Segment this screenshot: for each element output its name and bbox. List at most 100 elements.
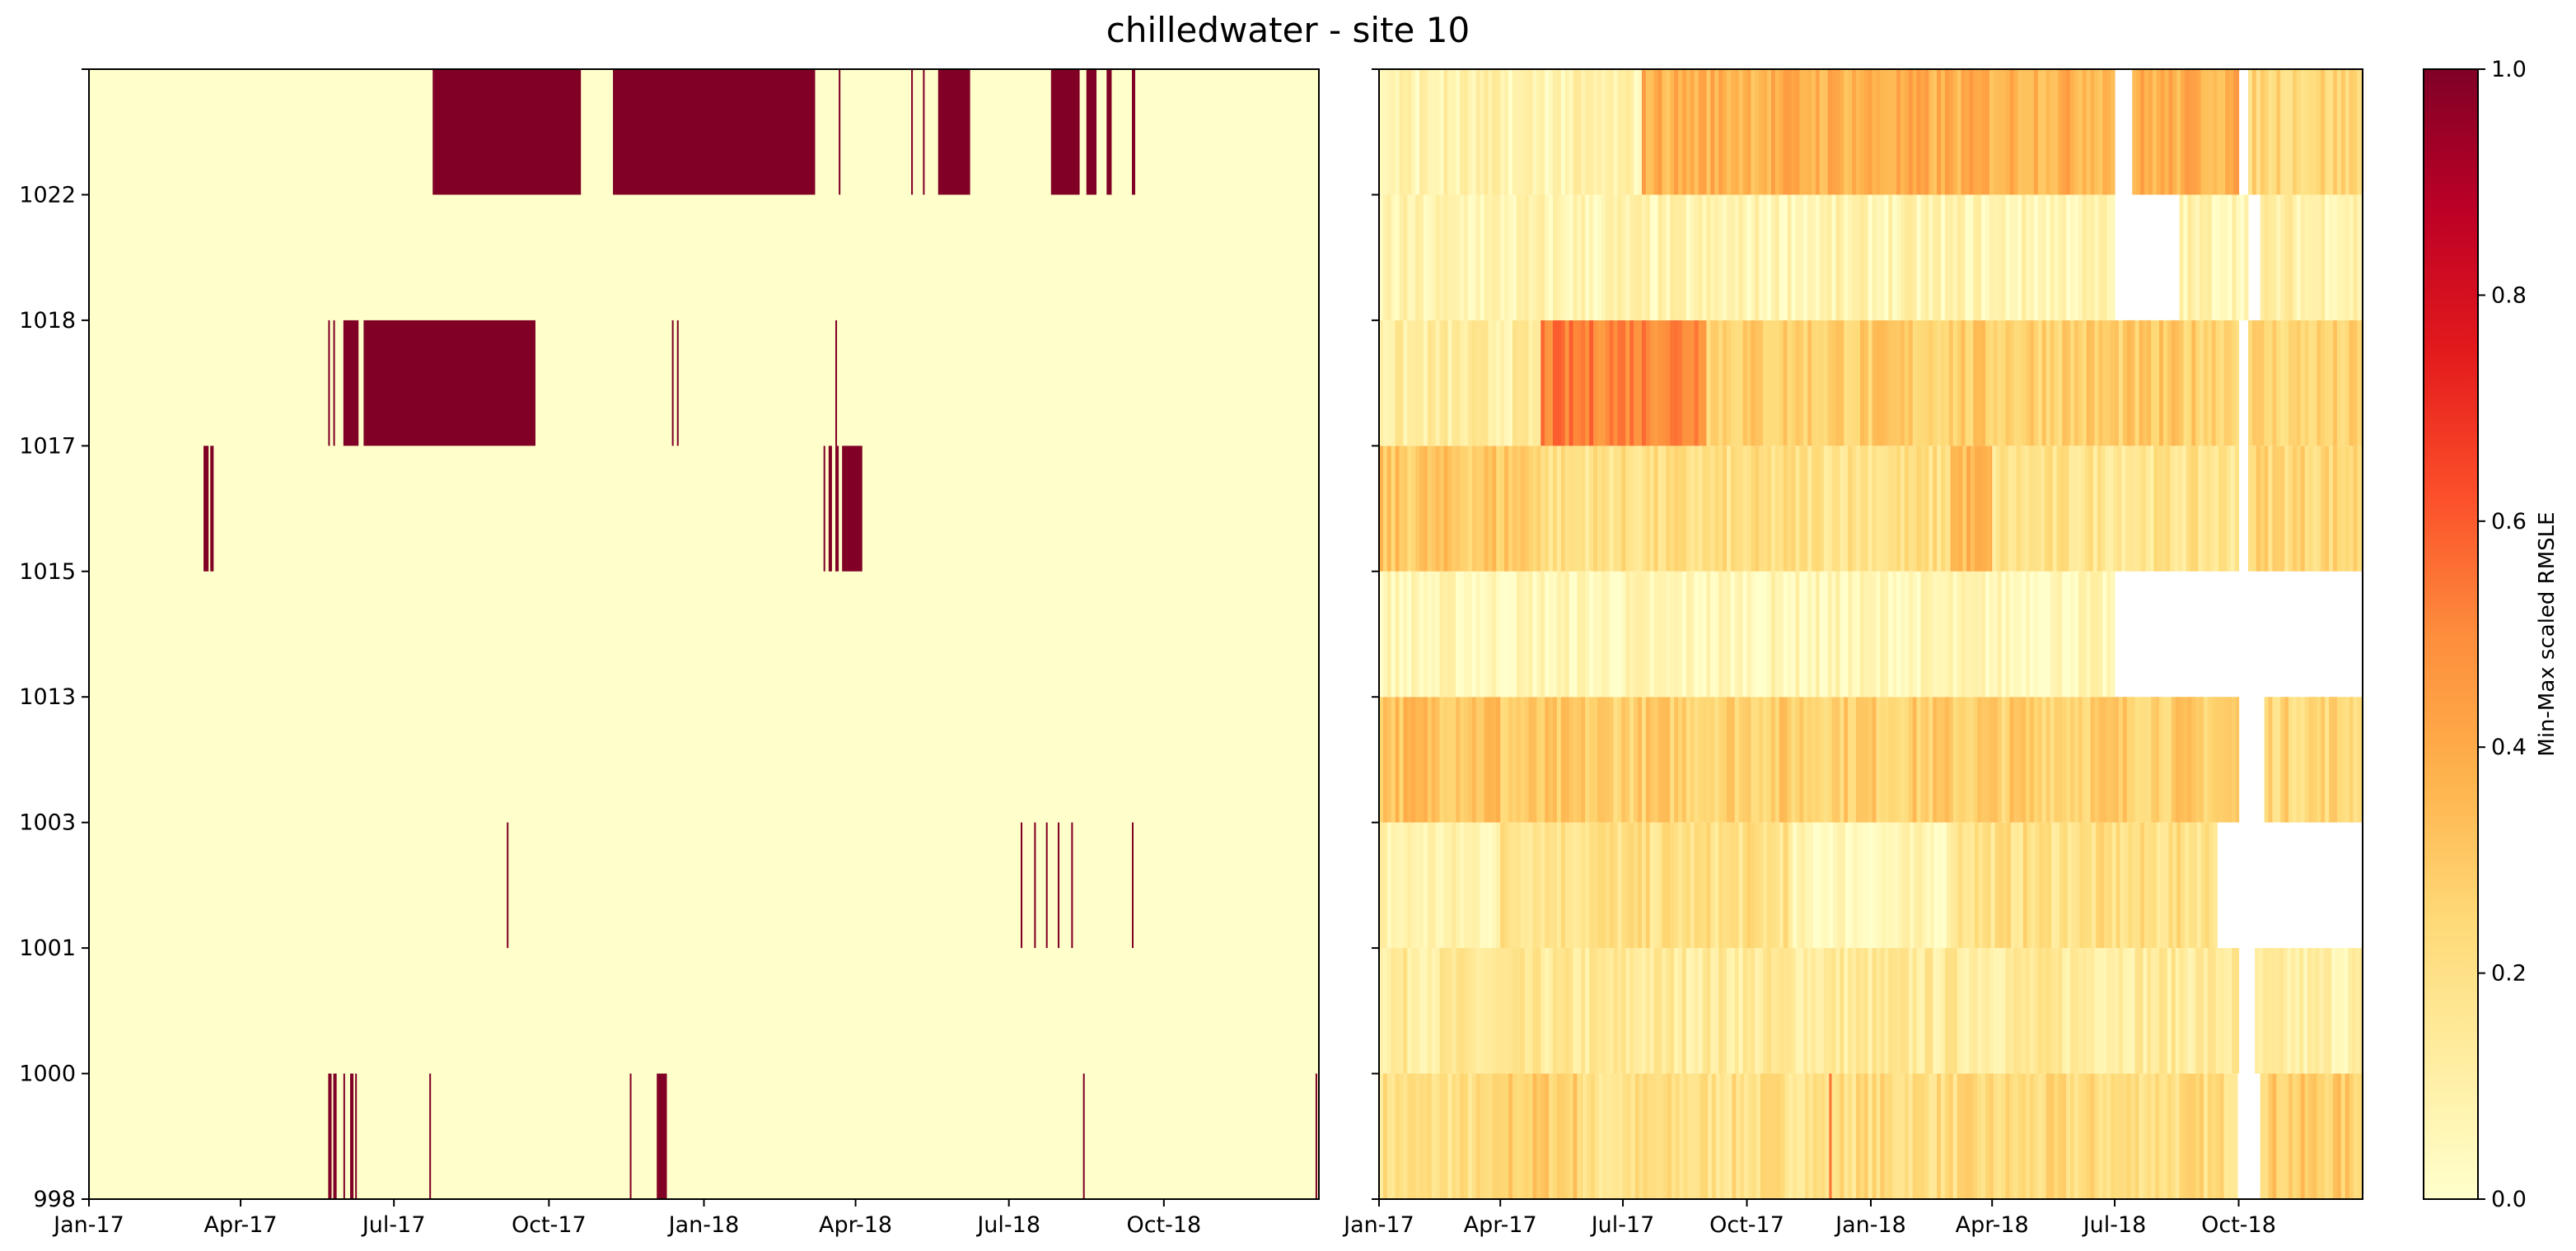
heatmap-cell: [1626, 1073, 1632, 1199]
heatmap-cell: [2333, 320, 2338, 446]
heatmap-cell: [2321, 1073, 2326, 1199]
heatmap-cell: [2134, 697, 2140, 823]
heatmap-cell: [1528, 571, 1534, 698]
heatmap-cell: [1560, 822, 1566, 949]
heatmap-cell: [1512, 446, 1517, 572]
error-heatmap-x-axis: Jan-17 Apr-17 Jul-17 Oct-17 Jan-18 Apr-18 Jul-…: [1342, 1199, 2276, 1238]
heatmap-cell: [2353, 69, 2359, 195]
heatmap-cell: [1379, 1073, 1384, 1199]
heatmap-cell: [1407, 571, 1412, 698]
x-tick-label: Jan-18: [667, 1212, 740, 1238]
heatmap-cell: [2312, 320, 2317, 446]
heatmap-cell: [1456, 697, 1461, 823]
heatmap-cell: [2012, 446, 2017, 572]
heatmap-cell: [1645, 320, 1651, 446]
heatmap-cell-flagged: [363, 320, 535, 446]
heatmap-cell: [1471, 571, 1477, 698]
heatmap-cell: [2022, 320, 2027, 446]
heatmap-cell: [2349, 1073, 2354, 1199]
heatmap-cell: [1978, 822, 1984, 949]
heatmap-cell: [1634, 948, 1639, 1074]
heatmap-cell: [1480, 1073, 1485, 1199]
heatmap-cell: [1666, 697, 1671, 823]
heatmap-cell: [1556, 948, 1562, 1074]
heatmap-cell: [1471, 446, 1477, 572]
heatmap-cell: [1395, 194, 1400, 320]
heatmap-cell: [1848, 446, 1853, 572]
heatmap-cell: [1662, 571, 1667, 698]
heatmap-cell: [2030, 948, 2035, 1074]
heatmap-cell: [2041, 697, 2047, 823]
heatmap-cell: [1399, 446, 1405, 572]
heatmap-cell: [1726, 571, 1732, 698]
heatmap-cell: [1601, 948, 1606, 1074]
heatmap-cell: [1981, 697, 1986, 823]
heatmap-cell: [2185, 69, 2190, 195]
heatmap-cell: [1590, 1073, 1596, 1199]
heatmap-cell: [1908, 446, 1914, 572]
heatmap-cell: [1770, 697, 1776, 823]
heatmap-cell: [1500, 822, 1505, 949]
heatmap-cell: [1730, 948, 1736, 1074]
heatmap-cell: [2288, 320, 2293, 446]
heatmap-cell: [1435, 446, 1441, 572]
heatmap-cell: [2272, 446, 2277, 572]
heatmap-cell: [1856, 194, 1861, 320]
heatmap-cell: [1657, 69, 1663, 195]
heatmap-cell: [1589, 446, 1594, 572]
heatmap-cell: [2094, 571, 2100, 698]
heatmap-cell: [2022, 1073, 2027, 1199]
heatmap-cell: [1653, 446, 1659, 572]
heatmap-cell: [2202, 446, 2207, 572]
heatmap-cell: [2094, 69, 2100, 195]
heatmap-cell: [1560, 697, 1566, 823]
heatmap-cell: [2115, 1073, 2120, 1199]
heatmap-cell: [2147, 1073, 2152, 1199]
heatmap-cell: [2274, 948, 2280, 1074]
heatmap-cell: [1678, 320, 1683, 446]
heatmap-cell: [1800, 1073, 1806, 1199]
heatmap-cell: [2280, 1073, 2285, 1199]
heatmap-cell: [1443, 320, 1449, 446]
heatmap-cell: [1941, 948, 1946, 1074]
heatmap-cell: [1589, 822, 1594, 949]
heatmap-cell: [2174, 446, 2179, 572]
heatmap-cell: [2041, 69, 2047, 195]
heatmap-cell: [1500, 69, 1505, 195]
heatmap-cell: [1657, 446, 1663, 572]
heatmap-cell: [2268, 320, 2274, 446]
heatmap-cell: [2092, 822, 2097, 949]
heatmap-cell: [2036, 446, 2041, 572]
heatmap-cell: [1880, 697, 1885, 823]
heatmap-cell: [1690, 571, 1695, 698]
heatmap-cell: [1419, 1073, 1424, 1199]
heatmap-cell: [2300, 320, 2306, 446]
heatmap-cell: [2082, 320, 2087, 446]
heatmap-cell: [1593, 320, 1598, 446]
heatmap-cell-flagged: [1131, 822, 1134, 949]
heatmap-cell: [1379, 571, 1384, 698]
heatmap-cell: [2196, 822, 2202, 949]
heatmap-cell: [2054, 948, 2059, 1074]
heatmap-cell: [1723, 1073, 1729, 1199]
heatmap-cell: [2307, 948, 2312, 1074]
heatmap-cell: [1783, 822, 1788, 949]
heatmap-cell: [1958, 822, 1963, 949]
heatmap-cell: [1900, 571, 1905, 698]
heatmap-cell: [1723, 948, 1727, 1074]
heatmap-cell: [1399, 822, 1405, 949]
heatmap-cell: [1821, 1073, 1826, 1199]
heatmap-cell: [2030, 320, 2035, 446]
heatmap-cell: [1767, 69, 1772, 195]
heatmap-cell: [2272, 697, 2277, 823]
heatmap-cell: [1545, 571, 1550, 698]
heatmap-cell: [1944, 194, 1950, 320]
heatmap-cell: [1779, 697, 1784, 823]
heatmap-cell: [1892, 194, 1897, 320]
heatmap-cell: [1662, 320, 1667, 446]
heatmap-cell: [1403, 697, 1408, 823]
heatmap-cell: [1937, 446, 1942, 572]
heatmap-cell: [1581, 1073, 1583, 1199]
heatmap-cell: [2041, 1073, 2047, 1199]
heatmap-cell: [1827, 948, 1833, 1074]
